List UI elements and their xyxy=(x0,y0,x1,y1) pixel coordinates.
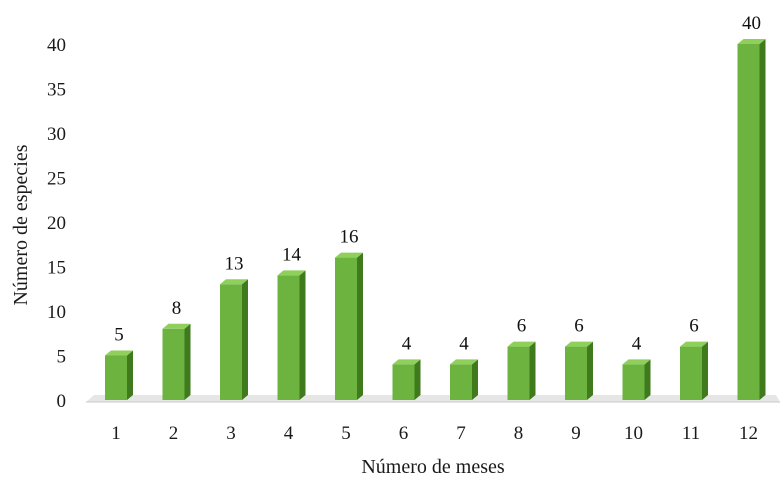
bar-top-face xyxy=(680,341,708,347)
y-tick-label: 5 xyxy=(57,347,67,368)
bar-side-face xyxy=(587,341,593,400)
bar-top-face xyxy=(565,341,593,347)
floor-plane xyxy=(86,395,780,402)
bar-top-face xyxy=(105,350,133,356)
bar-top-face xyxy=(507,341,536,347)
y-tick-label: 0 xyxy=(57,391,67,412)
x-tick-label: 7 xyxy=(456,423,466,444)
x-tick-label: 12 xyxy=(739,423,758,444)
bar xyxy=(105,350,133,400)
bar-value-label: 14 xyxy=(282,244,302,265)
y-axis-title: Número de especies xyxy=(10,144,32,305)
bar-top-face xyxy=(277,270,306,276)
y-tick-label: 25 xyxy=(47,169,66,190)
bar-side-face xyxy=(759,39,766,400)
bar-value-label: 40 xyxy=(742,13,761,34)
y-tick-label: 15 xyxy=(47,258,66,279)
bar-value-label: 8 xyxy=(172,298,182,319)
bar-value-label: 6 xyxy=(517,316,527,337)
bar-side-face xyxy=(127,350,133,400)
bar-value-label: 4 xyxy=(632,333,642,354)
bar-front-face xyxy=(622,364,645,400)
bar-side-face xyxy=(702,341,708,400)
bar-value-label: 4 xyxy=(402,333,412,354)
bar xyxy=(450,359,478,400)
bar-top-face xyxy=(450,359,478,365)
x-tick-label: 8 xyxy=(514,423,524,444)
x-axis-tick-labels: 1 2 3 4 5 6 7 8 9 10 11 12 xyxy=(111,423,758,444)
bar-top-face xyxy=(737,39,766,44)
bar-top-face xyxy=(162,323,191,329)
bar-value-label: 5 xyxy=(114,325,124,346)
bar-value-label: 6 xyxy=(574,316,584,337)
bar-side-face xyxy=(529,341,536,400)
bar xyxy=(220,279,248,400)
bar xyxy=(622,359,651,400)
bar-front-face xyxy=(220,284,242,400)
bar xyxy=(507,341,536,400)
chart-floor xyxy=(86,395,780,403)
bar-front-face xyxy=(392,364,415,400)
bar-side-face xyxy=(644,359,651,400)
bar xyxy=(392,359,421,400)
bar xyxy=(277,270,306,400)
y-axis-tick-labels: 0 5 10 15 20 25 30 35 40 xyxy=(47,35,66,412)
bar-front-face xyxy=(680,346,702,400)
y-tick-label: 35 xyxy=(47,80,66,101)
x-tick-label: 1 xyxy=(111,423,121,444)
bar-side-face xyxy=(472,359,478,400)
bar xyxy=(737,39,766,400)
bar-side-face xyxy=(242,279,248,400)
bar-series xyxy=(105,39,766,400)
bar xyxy=(565,341,593,400)
bar-value-label: 4 xyxy=(459,333,469,354)
bar xyxy=(162,323,191,400)
x-tick-label: 11 xyxy=(682,423,700,444)
bar-side-face xyxy=(357,252,363,400)
bar-side-face xyxy=(414,359,421,400)
bar-value-label: 13 xyxy=(225,253,244,274)
bar-top-face xyxy=(622,359,651,365)
bar-side-face xyxy=(184,323,191,400)
bar-front-face xyxy=(162,328,185,400)
y-tick-label: 10 xyxy=(47,302,66,323)
bar-data-labels: 5 8 13 14 16 4 4 6 6 4 6 40 xyxy=(114,13,761,354)
bar-side-face xyxy=(299,270,306,400)
x-tick-label: 10 xyxy=(624,423,643,444)
x-tick-label: 2 xyxy=(169,423,179,444)
bar-value-label: 6 xyxy=(689,316,699,337)
x-tick-label: 5 xyxy=(341,423,351,444)
bar xyxy=(335,252,363,400)
x-tick-label: 6 xyxy=(399,423,409,444)
bar-front-face xyxy=(335,257,357,400)
bar-front-face xyxy=(277,275,300,400)
bar-front-face xyxy=(450,364,472,400)
bar-front-face xyxy=(507,346,530,400)
bar-top-face xyxy=(335,252,363,258)
bar-front-face xyxy=(737,44,760,400)
x-tick-label: 3 xyxy=(226,423,236,444)
bar-top-face xyxy=(392,359,421,365)
bar xyxy=(680,341,708,400)
y-tick-label: 20 xyxy=(47,213,66,234)
y-tick-label: 40 xyxy=(47,35,66,56)
bar-value-label: 16 xyxy=(340,227,359,248)
y-tick-label: 30 xyxy=(47,124,66,145)
bar-front-face xyxy=(105,355,127,400)
x-tick-label: 4 xyxy=(284,423,294,444)
bar-top-face xyxy=(220,279,248,285)
x-axis-title: Número de meses xyxy=(361,456,505,477)
x-tick-label: 9 xyxy=(571,423,581,444)
bar-front-face xyxy=(565,346,587,400)
